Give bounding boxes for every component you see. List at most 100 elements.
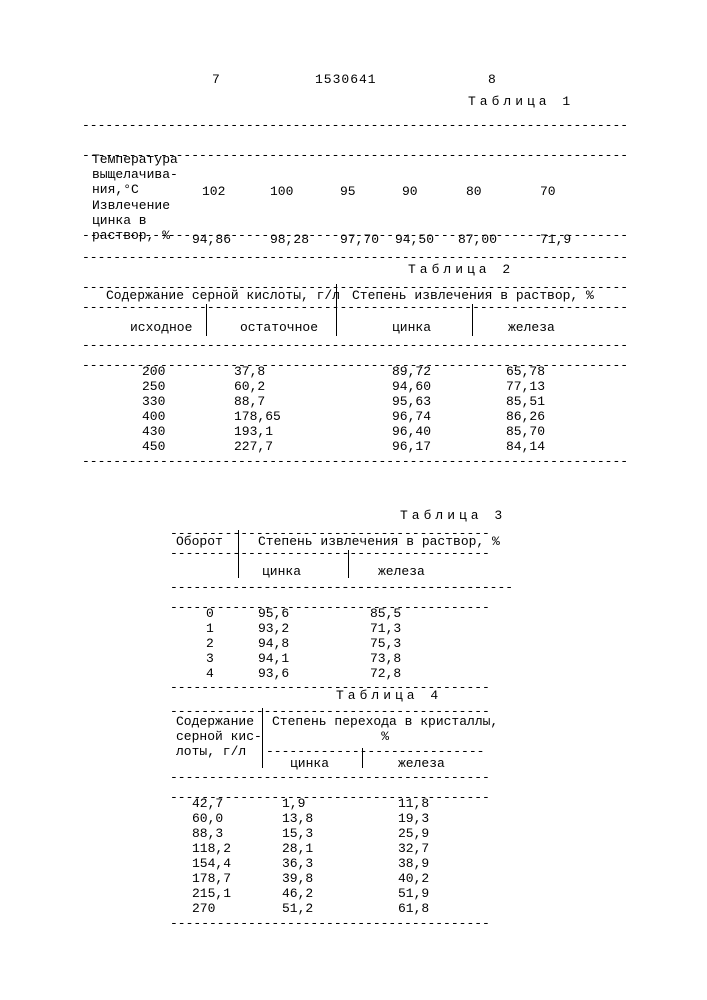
table3-rule-sub: ----------------------------------- xyxy=(240,580,513,595)
divider xyxy=(336,284,339,336)
table4-cell-2-0: 88,3 xyxy=(192,826,223,841)
divider xyxy=(262,708,265,768)
table2-hdr-left: Содержание серной кислоты, г/л xyxy=(106,288,340,303)
table3-cell-2-1: 94,8 xyxy=(258,636,289,651)
table2-cell-0-3: 65,78 xyxy=(506,364,545,379)
table4-rule: ----------------------------------------… xyxy=(170,916,490,931)
table4-cell-3-1: 28,1 xyxy=(282,841,313,856)
table1-col-3: 90 xyxy=(402,184,418,199)
table2-cell-0-0: 200 xyxy=(142,364,165,379)
table4-cell-5-1: 39,8 xyxy=(282,871,313,886)
table1-val-0: 94,86 xyxy=(192,232,231,247)
table4-cell-1-1: 13,8 xyxy=(282,811,313,826)
document-id: 1530641 xyxy=(315,72,377,87)
table3-cell-4-0: 4 xyxy=(206,666,214,681)
table1-val-1: 98,28 xyxy=(270,232,309,247)
table4-cell-5-2: 40,2 xyxy=(398,871,429,886)
table4-title: Таблица 4 xyxy=(336,688,442,703)
table2-cell-3-0: 400 xyxy=(142,409,165,424)
table1-col-5: 70 xyxy=(540,184,556,199)
table3-cell-3-2: 73,8 xyxy=(370,651,401,666)
table2-sub-0: исходное xyxy=(130,320,192,335)
table2-cell-1-1: 60,2 xyxy=(234,379,265,394)
table2-cell-4-3: 85,70 xyxy=(506,424,545,439)
page-number-left: 7 xyxy=(212,72,220,87)
table3-cell-1-0: 1 xyxy=(206,621,214,636)
table4-cell-6-0: 215,1 xyxy=(192,886,231,901)
table2-title: Таблица 2 xyxy=(408,262,514,277)
table2-cell-1-3: 77,13 xyxy=(506,379,545,394)
table4-cell-7-2: 61,8 xyxy=(398,901,429,916)
table2-cell-5-0: 450 xyxy=(142,439,165,454)
table2-rule: ----------------------------------------… xyxy=(82,338,628,353)
table2-cell-2-1: 88,7 xyxy=(234,394,265,409)
table3-cell-4-2: 72,8 xyxy=(370,666,401,681)
table4-cell-7-0: 270 xyxy=(192,901,215,916)
table4-hdr-right: Степень перехода в кристаллы, % xyxy=(272,714,498,744)
table2-cell-0-1: 37,8 xyxy=(234,364,265,379)
table2-rule: ----------------------------------------… xyxy=(82,454,628,469)
table2-cell-5-1: 227,7 xyxy=(234,439,273,454)
table4-cell-3-0: 118,2 xyxy=(192,841,231,856)
table3-rule: ----------------------------------------… xyxy=(170,600,490,615)
table2-cell-2-2: 95,63 xyxy=(392,394,431,409)
table3-cell-0-1: 95,6 xyxy=(258,606,289,621)
table2-sub-2: цинка xyxy=(392,320,431,335)
divider xyxy=(348,550,351,578)
table3-cell-3-0: 3 xyxy=(206,651,214,666)
divider xyxy=(238,530,241,578)
table3-hdr-left: Оборот xyxy=(176,534,223,549)
table4-cell-0-1: 1,9 xyxy=(282,796,305,811)
table4-cell-0-0: 42,7 xyxy=(192,796,223,811)
table1-val-5: 71,9 xyxy=(540,232,571,247)
table1-val-2: 97,70 xyxy=(340,232,379,247)
table1-val-3: 94,50 xyxy=(395,232,434,247)
divider xyxy=(472,304,475,336)
table4-cell-4-1: 36,3 xyxy=(282,856,313,871)
table3-cell-3-1: 94,1 xyxy=(258,651,289,666)
divider xyxy=(206,304,209,336)
table3-cell-2-2: 75,3 xyxy=(370,636,401,651)
table4-sub-1: железа xyxy=(398,756,445,771)
table3-hdr-right: Степень извлечения в раствор, % xyxy=(258,534,500,549)
table3-cell-1-1: 93,2 xyxy=(258,621,289,636)
divider xyxy=(362,748,365,768)
table2-cell-2-3: 85,51 xyxy=(506,394,545,409)
page-number-right: 8 xyxy=(488,72,496,87)
table2-cell-1-2: 94,60 xyxy=(392,379,431,394)
table4-cell-4-0: 154,4 xyxy=(192,856,231,871)
table1-rule: ----------------------------------------… xyxy=(82,250,628,265)
table4-cell-7-1: 51,2 xyxy=(282,901,313,916)
table1-col-2: 95 xyxy=(340,184,356,199)
table2-cell-4-1: 193,1 xyxy=(234,424,273,439)
table1-val-4: 87,00 xyxy=(458,232,497,247)
table3-cell-4-1: 93,6 xyxy=(258,666,289,681)
table1-col-0: 102 xyxy=(202,184,225,199)
table3-sub-1: железа xyxy=(378,564,425,579)
table1-label-temp: Температура выщелачива- ния,°С xyxy=(92,152,178,197)
table4-cell-1-2: 19,3 xyxy=(398,811,429,826)
table2-cell-3-2: 96,74 xyxy=(392,409,431,424)
table3-cell-1-2: 71,3 xyxy=(370,621,401,636)
table2-cell-2-0: 330 xyxy=(142,394,165,409)
table3-cell-2-0: 2 xyxy=(206,636,214,651)
table2-cell-3-3: 86,26 xyxy=(506,409,545,424)
table1-title: Таблица 1 xyxy=(468,94,574,109)
table3-title: Таблица 3 xyxy=(400,508,506,523)
table2-cell-0-2: 89,72 xyxy=(392,364,431,379)
table4-cell-6-1: 46,2 xyxy=(282,886,313,901)
table2-cell-5-3: 84,14 xyxy=(506,439,545,454)
table1-col-4: 80 xyxy=(466,184,482,199)
table4-cell-4-2: 38,9 xyxy=(398,856,429,871)
table3-cell-0-0: 0 xyxy=(206,606,214,621)
table4-cell-6-2: 51,9 xyxy=(398,886,429,901)
table4-cell-0-2: 11,8 xyxy=(398,796,429,811)
table3-cell-0-2: 85,5 xyxy=(370,606,401,621)
table4-cell-3-2: 32,7 xyxy=(398,841,429,856)
table1-rule: ----------------------------------------… xyxy=(82,118,628,133)
table2-sub-1: остаточное xyxy=(240,320,318,335)
table4-rule: ----------------------------------------… xyxy=(170,770,490,785)
table1-col-1: 100 xyxy=(270,184,293,199)
table1-label-extr: Извлечение цинка в раствор, % xyxy=(92,198,170,243)
table2-sub-3: железа xyxy=(508,320,555,335)
